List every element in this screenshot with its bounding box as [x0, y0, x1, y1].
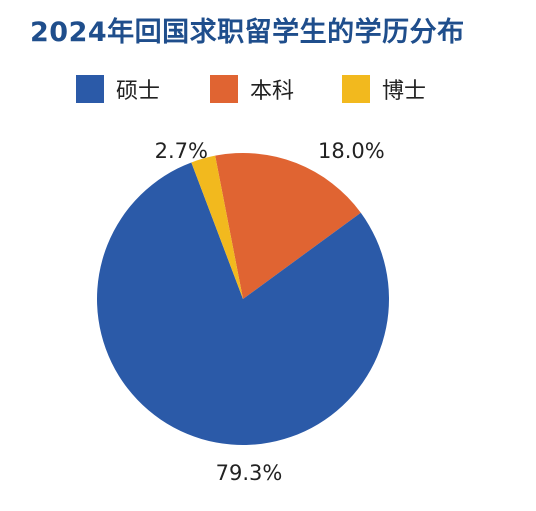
legend: 硕士 本科 博士 — [0, 72, 536, 106]
legend-label-doctor: 博士 — [382, 79, 427, 104]
pie-slice-bachelor — [215, 152, 361, 299]
pie-slice-doctor — [191, 155, 243, 299]
data-label-bachelor: 18.0% — [318, 139, 385, 163]
data-label-master: 79.3% — [216, 461, 283, 485]
legend-item-doctor: 博士 — [342, 72, 426, 106]
pie-slice-master — [97, 162, 390, 445]
legend-label-master: 硕士 — [116, 79, 161, 104]
legend-swatch-doctor — [342, 75, 370, 103]
legend-swatch-bachelor — [210, 75, 238, 103]
legend-swatch-master — [76, 75, 104, 103]
chart-title: 2024年回国求职留学生的学历分布 — [30, 17, 465, 48]
legend-item-bachelor: 本科 — [210, 72, 294, 106]
legend-label-bachelor: 本科 — [250, 79, 295, 104]
data-label-doctor: 2.7% — [155, 139, 208, 163]
legend-item-master: 硕士 — [76, 72, 160, 106]
